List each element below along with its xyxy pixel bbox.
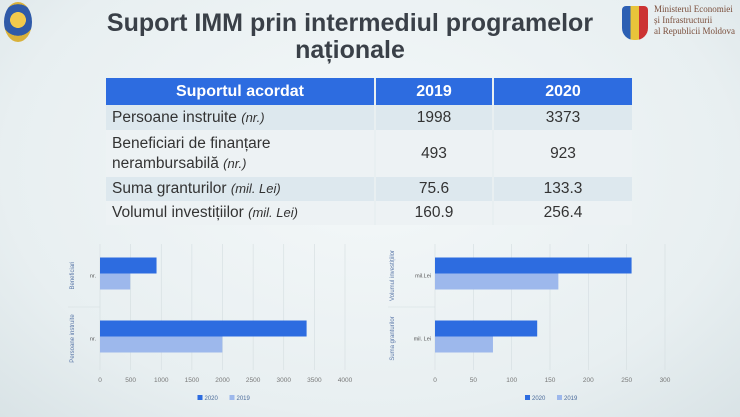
category-label: Suma granturilor xyxy=(390,316,396,360)
chart-right: 0 50 100 150 200 250 300 Volumul investițiilor m… xyxy=(380,240,680,410)
state-emblem-icon xyxy=(4,2,32,42)
x-tick-label: 2000 xyxy=(215,377,230,384)
legend-swatch-2020 xyxy=(197,395,203,400)
row-label: Suma granturilor (mil. Lei) xyxy=(106,177,375,201)
x-tick-label: 0 xyxy=(433,377,437,384)
header-2020: 2020 xyxy=(493,78,632,105)
cell-2020: 3373 xyxy=(493,105,632,130)
cell-2020: 256.4 xyxy=(493,201,632,225)
ministry-logo: Ministerul Economiei și Infrastructurii … xyxy=(622,4,740,44)
category-label: Beneficiari xyxy=(70,261,76,289)
chart-left-svg: 0 500 1000 1500 2000 2500 3000 3500 4000 Benefici… xyxy=(68,244,353,402)
cell-2019: 493 xyxy=(374,130,494,177)
x-tick-label: 0 xyxy=(98,377,102,384)
bar-2020 xyxy=(100,320,307,337)
table-row: Suma granturilor (mil. Lei) 75.6 133.3 xyxy=(106,177,632,201)
bar-2020 xyxy=(435,320,538,337)
x-tick-label: 4000 xyxy=(338,377,353,384)
bar-2019 xyxy=(100,273,131,290)
x-tick-label: 50 xyxy=(470,377,478,384)
bar-2019 xyxy=(435,336,493,353)
row-label: Volumul investițiilor (mil. Lei) xyxy=(106,201,375,225)
header-support: Suportul acordat xyxy=(106,78,376,105)
x-tick-label: 300 xyxy=(660,377,671,384)
cell-2019: 1998 xyxy=(374,105,494,130)
moldova-coat-of-arms-icon xyxy=(622,6,648,40)
table-header-row: Suportul acordat 2019 2020 xyxy=(106,78,632,105)
category-label: Volumul investițiilor xyxy=(390,250,396,301)
bar-2020 xyxy=(435,257,632,274)
cell-2019: 75.6 xyxy=(374,177,494,201)
ministry-line-2: și Infrastructurii xyxy=(654,15,713,25)
ministry-line-3: al Republicii Moldova xyxy=(654,26,735,36)
cell-2020: 923 xyxy=(493,130,632,177)
x-tick-label: 150 xyxy=(545,377,556,384)
legend-swatch-2019 xyxy=(229,395,235,400)
legend-swatch-2020 xyxy=(525,395,530,400)
subcategory-label: nr. xyxy=(90,274,97,280)
bar-2020 xyxy=(100,257,157,274)
x-tick-label: 1500 xyxy=(185,377,200,384)
subcategory-label: mil.Lei xyxy=(415,274,431,280)
slide-title: Suport IMM prin intermediul programelor … xyxy=(106,9,594,64)
table-row: Volumul investițiilor (mil. Lei) 160.9 2… xyxy=(106,201,632,225)
legend-label: 2020 xyxy=(205,396,219,402)
chart-left: 0 500 1000 1500 2000 2500 3000 3500 4000 Benefici… xyxy=(60,240,360,410)
legend-label: 2019 xyxy=(564,396,578,402)
x-tick-label: 3500 xyxy=(307,377,322,384)
table-row: Beneficiari de finanțare nerambursabilă … xyxy=(106,130,632,177)
x-tick-label: 2500 xyxy=(246,377,261,384)
row-label: Beneficiari de finanțare nerambursabilă … xyxy=(106,130,375,177)
category-label: Persoane instruite xyxy=(70,314,76,363)
x-tick-label: 3000 xyxy=(277,377,292,384)
legend-label: 2020 xyxy=(532,396,546,402)
bar-2019 xyxy=(100,336,223,353)
header-2019: 2019 xyxy=(375,78,494,105)
x-tick-label: 250 xyxy=(621,377,632,384)
table-row: Persoane instruite (nr.) 1998 3373 xyxy=(106,105,632,130)
x-tick-label: 500 xyxy=(125,377,136,384)
x-tick-label: 100 xyxy=(506,377,517,384)
legend-swatch-2019 xyxy=(557,395,562,400)
support-table: Suportul acordat 2019 2020 Persoane inst… xyxy=(106,78,632,225)
row-label: Persoane instruite (nr.) xyxy=(106,105,375,130)
cell-2020: 133.3 xyxy=(493,177,632,201)
subcategory-label: nr. xyxy=(90,337,97,343)
legend-label: 2019 xyxy=(237,396,251,402)
bar-2019 xyxy=(435,273,559,290)
ministry-line-1: Ministerul Economiei xyxy=(654,4,733,14)
x-tick-label: 1000 xyxy=(154,377,169,384)
subcategory-label: mil. Lei xyxy=(414,337,431,343)
cell-2019: 160.9 xyxy=(374,201,494,225)
chart-right-svg: 0 50 100 150 200 250 300 Volumul investițiilor m… xyxy=(388,244,671,402)
x-tick-label: 200 xyxy=(583,377,594,384)
